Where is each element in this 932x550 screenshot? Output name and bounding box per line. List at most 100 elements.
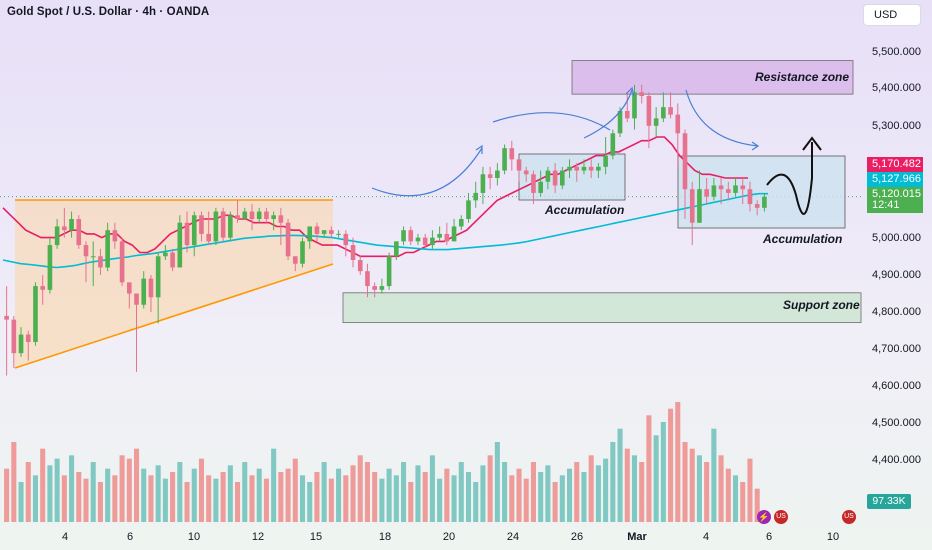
candle-body bbox=[567, 166, 572, 171]
volume-bar bbox=[263, 478, 269, 522]
volume-bar bbox=[552, 482, 558, 522]
volume-bar bbox=[754, 488, 760, 522]
accumulation-label-1: Accumulation bbox=[545, 203, 625, 217]
volume-bar bbox=[350, 465, 356, 522]
candle-body bbox=[451, 226, 457, 242]
volume-bar bbox=[184, 482, 190, 522]
volume-bar bbox=[379, 478, 385, 522]
blue-arrow-1 bbox=[371, 147, 483, 197]
volume-bar bbox=[682, 442, 688, 522]
us-flag-icon[interactable]: US bbox=[842, 510, 856, 524]
us-flag-icon[interactable]: US bbox=[774, 510, 788, 524]
volume-bar bbox=[458, 462, 464, 522]
candle-body bbox=[574, 166, 580, 171]
volume-bar bbox=[740, 482, 746, 522]
candle-body bbox=[134, 293, 139, 305]
resistance-zone bbox=[571, 60, 854, 95]
candle-body bbox=[264, 211, 269, 219]
price-label: 4,500.000 bbox=[872, 417, 921, 429]
candle-body bbox=[112, 230, 118, 242]
ma-fast-price-tag: 5,170.482 bbox=[867, 157, 923, 172]
volume-bar bbox=[538, 472, 544, 522]
candle-body bbox=[343, 233, 349, 246]
support-zone bbox=[342, 292, 862, 324]
candle-body bbox=[170, 252, 175, 268]
candle-body bbox=[473, 192, 479, 201]
candle-body bbox=[372, 286, 377, 290]
candle-body bbox=[220, 211, 226, 238]
volume-bar bbox=[292, 458, 298, 522]
candle-body bbox=[668, 107, 673, 115]
volume-bar bbox=[227, 465, 233, 522]
chart-title: Gold Spot / U.S. Dollar · 4h · OANDA bbox=[7, 6, 210, 18]
candle-body bbox=[747, 189, 753, 205]
volume-bar bbox=[704, 462, 710, 522]
volume-bar bbox=[567, 468, 573, 522]
candle-body bbox=[213, 211, 219, 242]
time-label: 20 bbox=[442, 531, 456, 543]
volume-bar bbox=[162, 478, 168, 522]
candle-body bbox=[437, 233, 442, 238]
candle-body bbox=[444, 233, 450, 242]
volume-bar bbox=[249, 475, 255, 522]
candle-body bbox=[682, 133, 688, 190]
candle-body bbox=[228, 215, 233, 238]
volume-bar bbox=[126, 458, 132, 522]
candle-body bbox=[278, 215, 284, 223]
accumulation-label-2: Accumulation bbox=[763, 232, 843, 246]
candle-body bbox=[25, 334, 31, 342]
volume-bar bbox=[502, 462, 508, 522]
blue-arrow-4 bbox=[685, 89, 759, 147]
volume-bar bbox=[364, 462, 370, 522]
candle-body bbox=[199, 215, 204, 234]
volume-bar bbox=[509, 475, 515, 522]
time-label: 6 bbox=[765, 531, 773, 543]
currency-button[interactable]: USD bbox=[863, 4, 921, 26]
price-label: 4,400.000 bbox=[872, 454, 921, 466]
price-label: 4,900.000 bbox=[872, 269, 921, 281]
volume-bar bbox=[4, 468, 10, 522]
price-label: 5,500.000 bbox=[872, 46, 921, 58]
volume-bar bbox=[711, 428, 717, 522]
time-label: 26 bbox=[570, 531, 584, 543]
volume-bar bbox=[314, 472, 320, 522]
time-label: 10 bbox=[187, 531, 201, 543]
event-lightning-icon[interactable]: ⚡ bbox=[757, 510, 771, 524]
candle-body bbox=[386, 256, 392, 287]
time-label: 6 bbox=[126, 531, 134, 543]
candle-body bbox=[603, 155, 608, 167]
volume-bar bbox=[299, 475, 306, 522]
candle-body bbox=[357, 260, 363, 272]
candle-body bbox=[126, 282, 132, 294]
price-label: 4,700.000 bbox=[872, 343, 921, 355]
candle-body bbox=[408, 230, 414, 242]
volume-bar bbox=[516, 468, 522, 522]
price-label: 5,400.000 bbox=[872, 82, 921, 94]
candle-body bbox=[76, 219, 82, 246]
volume-bar bbox=[321, 462, 327, 522]
candle-body bbox=[47, 245, 53, 290]
candle-body bbox=[523, 170, 529, 175]
volume-bar bbox=[646, 415, 652, 522]
candle-body bbox=[516, 159, 522, 171]
volume-bar bbox=[343, 475, 349, 522]
volume-bar bbox=[76, 472, 82, 522]
candle-body bbox=[545, 170, 551, 182]
candle-body bbox=[206, 233, 211, 242]
candle-body bbox=[40, 286, 46, 290]
candle-body bbox=[458, 219, 464, 227]
volume-bar bbox=[213, 478, 219, 522]
candle-body bbox=[307, 226, 313, 242]
volume-bar bbox=[465, 472, 472, 522]
candle-body bbox=[69, 219, 74, 231]
candle-body bbox=[588, 166, 594, 171]
candle-body bbox=[610, 133, 616, 156]
blue-arrow-3 bbox=[583, 89, 633, 139]
candle-body bbox=[502, 148, 507, 171]
candle-body bbox=[646, 96, 652, 126]
price-label: 5,000.000 bbox=[872, 232, 921, 244]
candle-body bbox=[314, 226, 320, 234]
volume-bar bbox=[610, 442, 616, 522]
volume-bar bbox=[653, 435, 659, 522]
